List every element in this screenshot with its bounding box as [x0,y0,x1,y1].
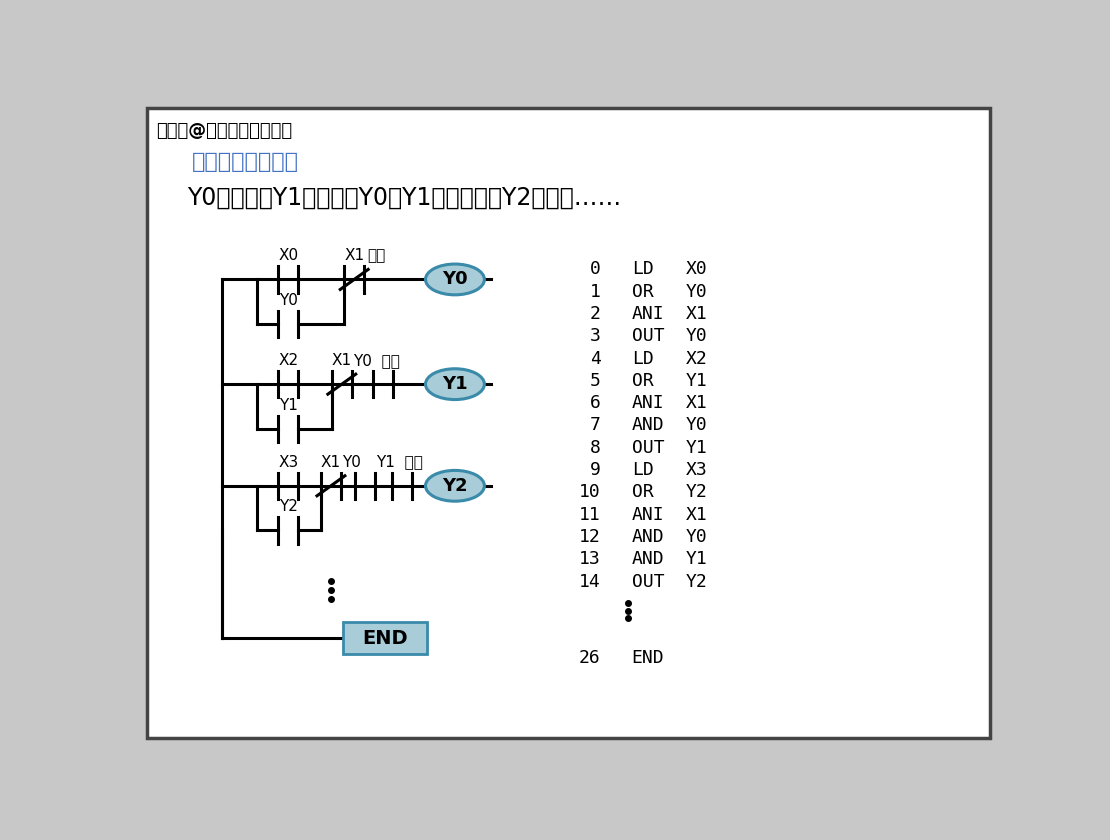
Text: Y1: Y1 [686,438,708,457]
Text: 6: 6 [589,394,601,412]
Text: X1: X1 [344,249,364,263]
Text: 8: 8 [589,438,601,457]
Text: END: END [362,629,408,648]
Text: ANI: ANI [632,506,664,524]
Text: X1: X1 [332,353,352,368]
Text: 7: 7 [589,417,601,434]
Text: X0: X0 [279,249,299,263]
Text: 停止: 停止 [367,249,385,263]
Text: X1: X1 [686,305,708,323]
Text: Y0: Y0 [686,282,708,301]
Text: X1: X1 [686,394,708,412]
Text: ANI: ANI [632,394,664,412]
Text: LD: LD [632,260,654,278]
Text: Y2: Y2 [279,499,297,514]
Text: 12: 12 [579,528,601,546]
Ellipse shape [425,470,484,501]
Text: 3: 3 [589,327,601,345]
Text: END: END [632,649,664,667]
Text: 0: 0 [589,260,601,278]
Text: 14: 14 [579,573,601,591]
Text: 26: 26 [579,649,601,667]
Text: OR: OR [632,372,654,390]
Text: 5: 5 [589,372,601,390]
Text: X2: X2 [279,353,299,368]
Text: Y0: Y0 [279,293,297,308]
Text: X1: X1 [686,506,708,524]
Text: Y0: Y0 [342,454,361,470]
Text: Y0: Y0 [686,417,708,434]
Text: Y1: Y1 [686,550,708,569]
Text: X3: X3 [279,454,299,470]
Text: OUT: OUT [632,327,664,345]
Text: X2: X2 [686,349,708,368]
Ellipse shape [425,264,484,295]
Text: Y2: Y2 [686,573,708,591]
Text: OR: OR [632,484,654,501]
Text: 13: 13 [579,550,601,569]
Text: Y1: Y1 [279,397,297,412]
FancyBboxPatch shape [147,108,990,738]
Text: Y2: Y2 [442,477,467,495]
Text: Y1  顺控: Y1 顺控 [376,454,423,470]
Text: 例：顺序控制电路: 例：顺序控制电路 [191,151,299,171]
Text: Y1: Y1 [442,375,467,393]
Text: Y2: Y2 [686,484,708,501]
Text: 9: 9 [589,461,601,479]
Text: 4: 4 [589,349,601,368]
Text: X3: X3 [686,461,708,479]
Text: Y0: Y0 [686,327,708,345]
Text: AND: AND [632,528,664,546]
Text: 2: 2 [589,305,601,323]
Text: AND: AND [632,550,664,569]
Text: X1: X1 [321,454,341,470]
Text: LD: LD [632,461,654,479]
Text: 11: 11 [579,506,601,524]
Text: 搜狐号@若卜智能制造学院: 搜狐号@若卜智能制造学院 [155,123,292,140]
Text: AND: AND [632,417,664,434]
Text: Y0启动后，Y1才启动，Y0、Y1都启动后，Y2才启动……: Y0启动后，Y1才启动，Y0、Y1都启动后，Y2才启动…… [186,186,622,209]
Text: OUT: OUT [632,573,664,591]
Text: Y0  顺控: Y0 顺控 [353,353,400,368]
Text: LD: LD [632,349,654,368]
Text: ANI: ANI [632,305,664,323]
FancyBboxPatch shape [343,622,427,654]
Text: 10: 10 [579,484,601,501]
Text: OUT: OUT [632,438,664,457]
Text: OR: OR [632,282,654,301]
Text: 1: 1 [589,282,601,301]
Text: X0: X0 [686,260,708,278]
Text: Y1: Y1 [686,372,708,390]
Text: Y0: Y0 [442,270,467,288]
Text: Y0: Y0 [686,528,708,546]
Ellipse shape [425,369,484,400]
